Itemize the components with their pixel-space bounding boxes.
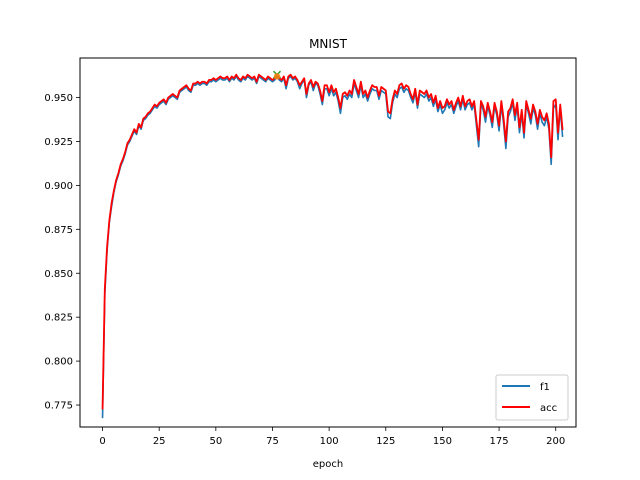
legend-label-f1: f1 — [540, 382, 550, 393]
x-tick-label: 125 — [376, 436, 395, 447]
x-tick-label: 100 — [320, 436, 339, 447]
y-tick-label: 0.825 — [44, 313, 73, 324]
axes-frame — [79, 57, 577, 428]
x-tick-label: 0 — [99, 436, 105, 447]
y-tick-label: 0.875 — [44, 225, 73, 236]
x-tick-label: 200 — [546, 436, 565, 447]
x-tick-label: 25 — [153, 436, 166, 447]
chart-title: MNIST — [309, 37, 347, 51]
x-tick-label: 150 — [433, 436, 452, 447]
series-line-acc — [101, 73, 564, 410]
y-tick-label: 0.950 — [44, 93, 73, 104]
y-tick-label: 0.925 — [44, 137, 73, 148]
y-tick-label: 0.900 — [44, 181, 73, 192]
x-axis-label: epoch — [313, 459, 343, 470]
best-epoch-marker-dot — [273, 73, 281, 80]
legend-box — [495, 374, 569, 421]
y-tick-label: 0.800 — [44, 357, 73, 368]
legend: f1 acc — [495, 374, 569, 421]
x-tick-label: 50 — [209, 436, 222, 447]
plot-area: 0 25 50 75 100 125 150 175 200 0.775 0.800 0.825 0.8… — [44, 70, 565, 447]
x-tick-label: 75 — [266, 436, 279, 447]
legend-label-acc: acc — [540, 403, 557, 414]
y-tick-label: 0.850 — [44, 269, 73, 280]
x-tick-label: 175 — [490, 436, 509, 447]
y-tick-label: 0.775 — [44, 401, 73, 412]
